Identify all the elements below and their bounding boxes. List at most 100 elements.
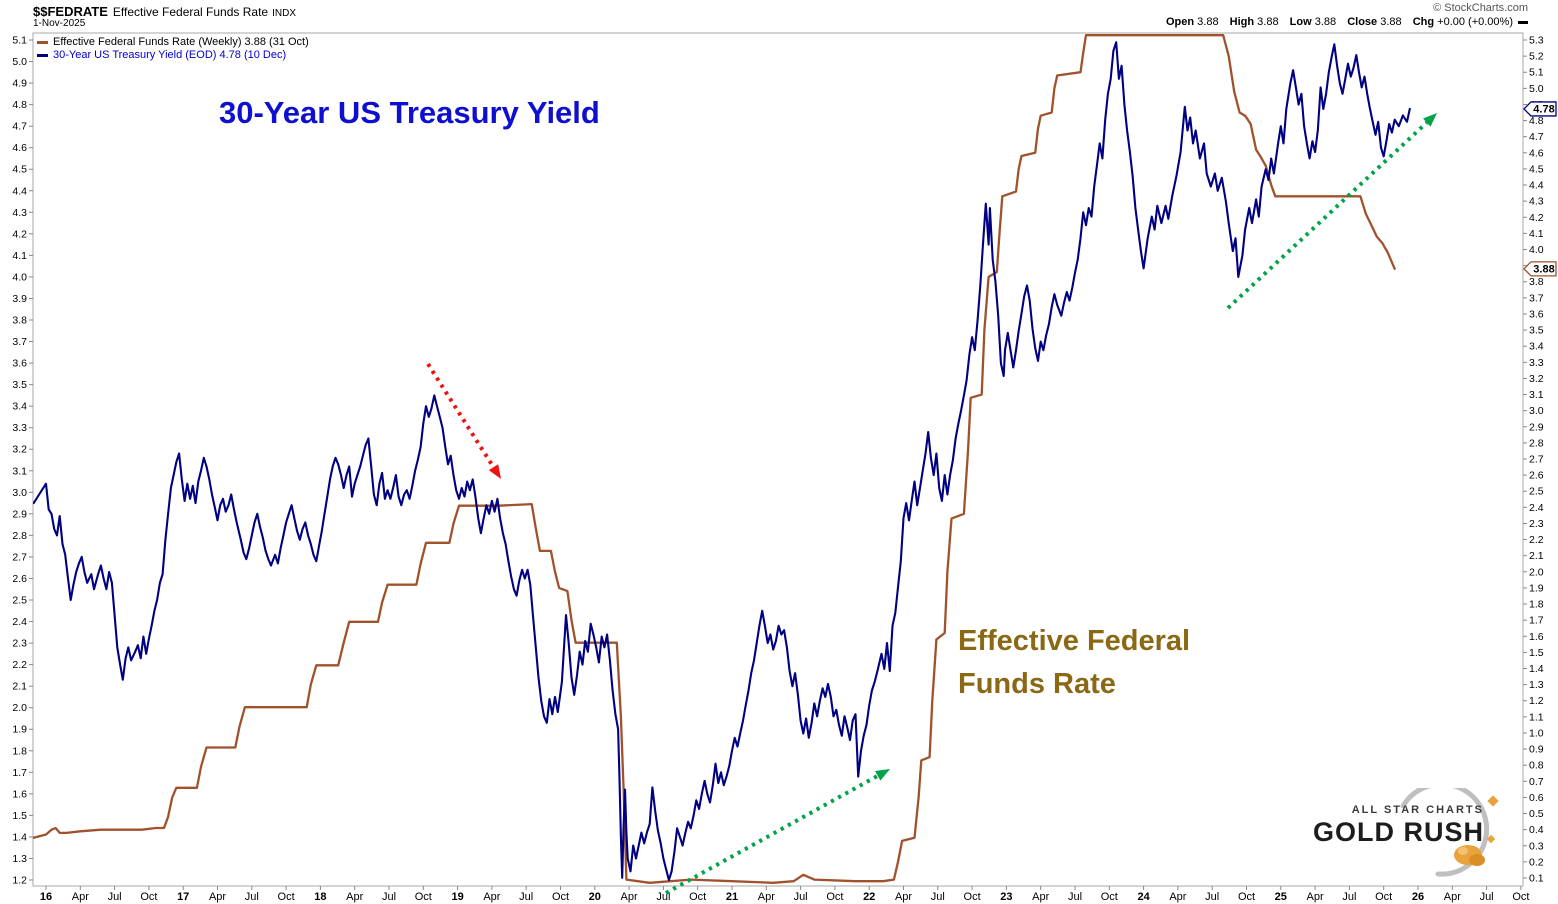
svg-text:2.9: 2.9 — [12, 508, 27, 520]
svg-text:0.2: 0.2 — [1529, 856, 1544, 868]
svg-text:3.7: 3.7 — [12, 336, 27, 348]
svg-text:Jul: Jul — [245, 891, 259, 903]
last-value-callout: 4.78 — [1523, 101, 1557, 117]
svg-text:1.7: 1.7 — [1529, 615, 1544, 627]
svg-text:1.5: 1.5 — [12, 810, 27, 822]
svg-text:2.3: 2.3 — [1529, 518, 1544, 530]
svg-text:4.4: 4.4 — [1529, 180, 1544, 192]
svg-text:0.8: 0.8 — [1529, 760, 1544, 772]
arrow-annotation — [426, 362, 501, 479]
svg-text:2.2: 2.2 — [12, 659, 27, 671]
svg-text:Jul: Jul — [519, 891, 533, 903]
gold-nugget-icon — [1454, 845, 1485, 866]
svg-text:24: 24 — [1137, 891, 1150, 903]
plot-border — [32, 32, 1524, 887]
svg-text:5.0: 5.0 — [1529, 83, 1544, 95]
svg-text:23: 23 — [1000, 891, 1012, 903]
svg-text:5.0: 5.0 — [12, 56, 27, 68]
svg-text:4.1: 4.1 — [12, 250, 27, 262]
svg-text:5.3: 5.3 — [1529, 35, 1544, 47]
svg-text:3.6: 3.6 — [12, 358, 27, 370]
symbol-title: Effective Federal Funds Rate — [112, 5, 269, 19]
svg-text:5.1: 5.1 — [1529, 67, 1544, 79]
svg-text:16: 16 — [40, 891, 52, 903]
svg-text:3.9: 3.9 — [12, 293, 27, 305]
high-value: 3.88 — [1257, 16, 1279, 28]
svg-text:4.8: 4.8 — [12, 99, 27, 111]
svg-text:26: 26 — [1412, 891, 1424, 903]
svg-text:0.3: 0.3 — [1529, 840, 1544, 852]
annotation-treasury-yield: 30-Year US Treasury Yield — [219, 95, 600, 130]
chart-legend: Effective Federal Funds Rate (Weekly) 3.… — [37, 36, 309, 62]
svg-text:3.0: 3.0 — [1529, 405, 1544, 417]
svg-text:3.5: 3.5 — [12, 379, 27, 391]
arrow-annotation — [665, 769, 890, 895]
svg-text:4.3: 4.3 — [12, 207, 27, 219]
svg-text:3.88: 3.88 — [1533, 264, 1554, 276]
svg-text:3.1: 3.1 — [12, 465, 27, 477]
open-label: Open — [1165, 16, 1195, 28]
legend-line-marker-icon — [37, 54, 48, 57]
svg-text:Oct: Oct — [689, 891, 706, 903]
svg-text:4.6: 4.6 — [1529, 147, 1544, 159]
svg-text:1.8: 1.8 — [1529, 599, 1544, 611]
svg-text:Oct: Oct — [964, 891, 981, 903]
copyright-label: © StockCharts.com — [1433, 2, 1528, 14]
svg-text:3.8: 3.8 — [12, 315, 27, 327]
svg-text:17: 17 — [177, 891, 189, 903]
svg-text:22: 22 — [863, 891, 875, 903]
svg-text:Apr: Apr — [1169, 891, 1186, 903]
svg-text:1.3: 1.3 — [1529, 679, 1544, 691]
svg-text:Jul: Jul — [382, 891, 396, 903]
svg-text:4.7: 4.7 — [12, 121, 27, 133]
annotation-fed-funds-line2: Funds Rate — [958, 668, 1116, 700]
svg-text:4.5: 4.5 — [1529, 163, 1544, 175]
legend-line-marker-icon — [37, 41, 48, 44]
svg-text:Apr: Apr — [621, 891, 638, 903]
svg-text:2.5: 2.5 — [1529, 486, 1544, 498]
logo-goldrush-label: GOLD RUSH — [1313, 817, 1484, 847]
open-value: 3.88 — [1197, 16, 1219, 28]
svg-text:1.2: 1.2 — [12, 875, 27, 887]
legend-label: 30-Year US Treasury Yield (EOD) 4.78 (10… — [53, 49, 287, 61]
legend-item-30y-yield[interactable]: 30-Year US Treasury Yield (EOD) 4.78 (10… — [37, 49, 309, 62]
high-label: High — [1229, 16, 1255, 28]
svg-text:2.7: 2.7 — [1529, 454, 1544, 466]
annotation-fed-funds-line1: Effective Federal — [958, 625, 1191, 657]
svg-text:Oct: Oct — [1238, 891, 1255, 903]
svg-text:1.9: 1.9 — [1529, 582, 1544, 594]
svg-text:0.6: 0.6 — [1529, 792, 1544, 804]
legend-item-fed-funds[interactable]: Effective Federal Funds Rate (Weekly) 3.… — [37, 36, 309, 49]
svg-text:25: 25 — [1275, 891, 1287, 903]
svg-text:2.9: 2.9 — [1529, 421, 1544, 433]
last-value-callout: 3.88 — [1523, 261, 1557, 277]
svg-text:3.2: 3.2 — [1529, 373, 1544, 385]
svg-text:3.7: 3.7 — [1529, 292, 1544, 304]
x-axis: 16 Apr Jul Oct 17 Apr Jul Oct 18 Apr Jul Oct 19 Apr Ju… — [40, 886, 1529, 903]
svg-text:4.3: 4.3 — [1529, 196, 1544, 208]
svg-text:0.7: 0.7 — [1529, 776, 1544, 788]
svg-text:21: 21 — [726, 891, 738, 903]
svg-text:2.7: 2.7 — [12, 551, 27, 563]
svg-text:4.7: 4.7 — [1529, 131, 1544, 143]
svg-text:Oct: Oct — [140, 891, 157, 903]
svg-text:0.9: 0.9 — [1529, 744, 1544, 756]
svg-text:Jul: Jul — [1480, 891, 1494, 903]
svg-text:Oct: Oct — [552, 891, 569, 903]
svg-text:4.0: 4.0 — [1529, 244, 1544, 256]
svg-text:1.5: 1.5 — [1529, 647, 1544, 659]
svg-text:Jul: Jul — [1205, 891, 1219, 903]
svg-text:2.8: 2.8 — [1529, 437, 1544, 449]
svg-text:4.6: 4.6 — [12, 142, 27, 154]
svg-text:2.1: 2.1 — [12, 681, 27, 693]
svg-text:4.4: 4.4 — [12, 185, 27, 197]
svg-text:3.4: 3.4 — [12, 401, 27, 413]
logo-swoosh-icon — [1400, 781, 1499, 877]
exchange-label: INDX — [272, 8, 296, 19]
svg-text:Oct: Oct — [278, 891, 295, 903]
svg-text:3.4: 3.4 — [1529, 341, 1544, 353]
svg-text:4.2: 4.2 — [12, 228, 27, 240]
svg-text:Apr: Apr — [895, 891, 912, 903]
